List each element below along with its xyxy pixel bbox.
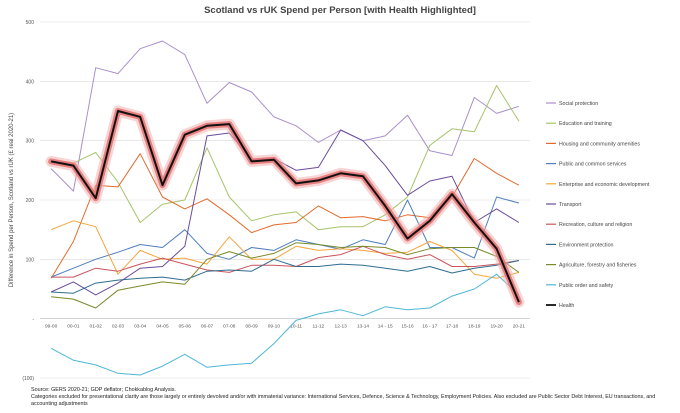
y-tick-label: 500 (26, 20, 35, 26)
series-health (45, 105, 525, 308)
categories-note: Categories excluded for presentational c… (31, 394, 656, 408)
legend-item-enterprise-and-economic-development: Enterprise and economic development (546, 182, 650, 188)
series-line (50, 273, 520, 376)
series-line (51, 242, 520, 309)
x-tick-label: 20-21 (513, 324, 526, 330)
series-education-and-training (51, 85, 520, 231)
legend-item-social-protection: Social protection (546, 101, 598, 107)
legend-label: Education and training (559, 121, 612, 127)
series-recreation-culture-and-religion (51, 245, 519, 278)
y-tick-label: 300 (26, 139, 35, 145)
x-tick-label: 18-19 (468, 324, 481, 330)
x-tick-label: 19-20 (490, 324, 503, 330)
x-tick-label: 17-18 (446, 324, 459, 330)
legend-item-public-order-and-safety: Public order and safety (546, 283, 614, 289)
y-tick-label: (100) (22, 376, 34, 382)
legend-item-health: Health (546, 303, 574, 309)
x-tick-label: 15-16 (401, 324, 414, 330)
x-tick-label: 09-10 (268, 324, 281, 330)
chart-title: Scotland vs rUK Spend per Person [with H… (204, 5, 476, 16)
legend-label: Health (559, 303, 574, 309)
series-public-and-common-services (50, 196, 520, 278)
y-tick-label: 400 (26, 79, 35, 85)
series-public-order-and-safety (50, 273, 520, 376)
x-tick-label: 11-12 (312, 324, 324, 330)
x-tick-label: 03-04 (134, 324, 147, 330)
series-line (51, 245, 519, 278)
source-note: Source: GERS 2020-21; GDP deflator; Chok… (31, 387, 176, 393)
legend-item-agriculture-forestry-and-fisheries: Agriculture, forestry and fisheries (546, 263, 637, 269)
x-tick-label: 10-11 (290, 324, 302, 330)
legend-label: Environment protection (559, 242, 614, 248)
x-tick-label: 04-05 (156, 324, 169, 330)
y-axis-label: Difference in Spend per Person, Scotland… (9, 113, 15, 287)
legend-label: Enterprise and economic development (559, 182, 650, 188)
series-line (50, 196, 520, 278)
legend-item-housing-and-community-amenities: Housing and community amenities (546, 141, 640, 147)
legend-item-environment-protection: Environment protection (546, 242, 614, 248)
series-line (51, 258, 520, 294)
x-tick-label: 13-14 (357, 324, 370, 330)
x-tick-label: 00-01 (67, 324, 80, 330)
x-tick-label: 12-13 (335, 324, 348, 330)
legend-label: Transport (559, 202, 582, 208)
series-lines (45, 40, 525, 376)
x-tick-label: 99-00 (45, 324, 58, 330)
series-line (51, 85, 520, 231)
grid (40, 21, 530, 379)
y-tick-label: 100 (26, 257, 35, 263)
x-tick-label: 14 - 15 (378, 324, 393, 330)
legend-item-education-and-training: Education and training (546, 121, 612, 127)
x-tick-label: 16 - 17 (422, 324, 437, 330)
series-agriculture-forestry-and-fisheries (51, 242, 520, 309)
x-tick-label: 02-03 (112, 324, 125, 330)
legend-label: Social protection (559, 101, 598, 107)
x-tick-label: 05-06 (179, 324, 192, 330)
y-tick-label: 200 (26, 198, 35, 204)
x-axis: 99-00 00-01 01-02 02-03 03-04 04-05 05-06 06-07… (45, 324, 525, 330)
x-tick-label: 06-07 (201, 324, 214, 330)
series-environment-protection (51, 258, 520, 294)
legend-item-transport: Transport (546, 202, 582, 208)
health-glow-outer (45, 105, 525, 308)
y-axis: (100) - 100 200 300 400 500 (22, 20, 34, 382)
legend-item-recreation-culture-and-religion: Recreation, culture and religion (546, 222, 632, 228)
y-tick-label: - (32, 317, 34, 323)
series-line (50, 40, 520, 192)
series-social-protection (50, 40, 520, 192)
chart-notes: Source: GERS 2020-21; GDP deflator; Chok… (31, 387, 671, 409)
legend-label: Public order and safety (559, 283, 614, 289)
legend: Social protection Education and training H… (546, 101, 650, 309)
series-line (50, 110, 520, 303)
legend-label: Public and common services (559, 162, 627, 168)
series-enterprise-and-economic-development (50, 220, 520, 279)
x-tick-label: 07-08 (223, 324, 236, 330)
x-tick-label: 01-02 (90, 324, 103, 330)
legend-item-public-and-common-services: Public and common services (546, 162, 627, 168)
legend-label: Recreation, culture and religion (559, 222, 632, 228)
legend-label: Housing and community amenities (559, 141, 640, 147)
x-tick-label: 08-09 (245, 324, 258, 330)
series-line (50, 220, 520, 279)
legend-label: Agriculture, forestry and fisheries (559, 263, 637, 269)
